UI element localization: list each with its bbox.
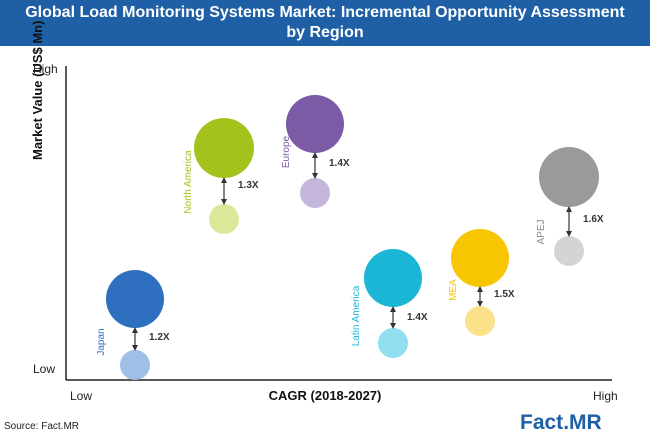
region-label-north-america: North America	[183, 150, 194, 214]
chart-title: Global Load Monitoring Systems Market: I…	[0, 0, 650, 46]
growth-label-mea: 1.5X	[494, 289, 515, 300]
chart-title-line2: by Region	[286, 24, 364, 41]
bubble-apej-base	[554, 236, 584, 266]
bubble-north-america-current	[194, 118, 254, 178]
growth-label-north-america: 1.3X	[238, 180, 259, 191]
bubble-mea-current	[451, 229, 509, 287]
logo-text-fact: Fact	[520, 411, 564, 434]
x-tick-high: High	[593, 389, 618, 403]
bubble-japan-base	[120, 350, 150, 380]
region-label-mea: MEA	[448, 279, 459, 301]
growth-label-japan: 1.2X	[149, 332, 170, 343]
growth-label-europe: 1.4X	[329, 158, 350, 169]
bubble-europe-current	[286, 95, 344, 153]
bubble-latin-america-base	[378, 328, 408, 358]
factmr-logo: Fact.MR	[520, 408, 640, 438]
logo-text-mr: .MR	[563, 411, 602, 434]
bubble-north-america-base	[209, 204, 239, 234]
bubble-apej-current	[539, 147, 599, 207]
bubble-chart: Japan 1.2X North America 1.3X Europe 1.4X Lati…	[65, 66, 612, 381]
growth-label-apej: 1.6X	[583, 214, 604, 225]
y-axis-label: Market Value (US$ Mn)	[30, 20, 45, 160]
region-label-latin-america: Latin America	[351, 285, 362, 346]
region-label-apej: APEJ	[536, 219, 547, 244]
source-note: Source: Fact.MR	[4, 421, 80, 432]
bubble-latin-america-current	[364, 249, 422, 307]
x-tick-low: Low	[70, 389, 93, 403]
region-label-europe: Europe	[281, 135, 292, 168]
region-label-japan: Japan	[96, 328, 107, 355]
growth-label-latin-america: 1.4X	[407, 312, 428, 323]
bubble-mea-base	[465, 306, 495, 336]
chart-title-line1: Global Load Monitoring Systems Market: I…	[25, 4, 625, 21]
bubble-europe-base	[300, 178, 330, 208]
bubble-japan-current	[106, 270, 164, 328]
y-tick-low: Low	[33, 362, 56, 376]
y-tick-high: High	[33, 62, 58, 76]
x-axis-label: CAGR (2018-2027)	[268, 388, 382, 403]
